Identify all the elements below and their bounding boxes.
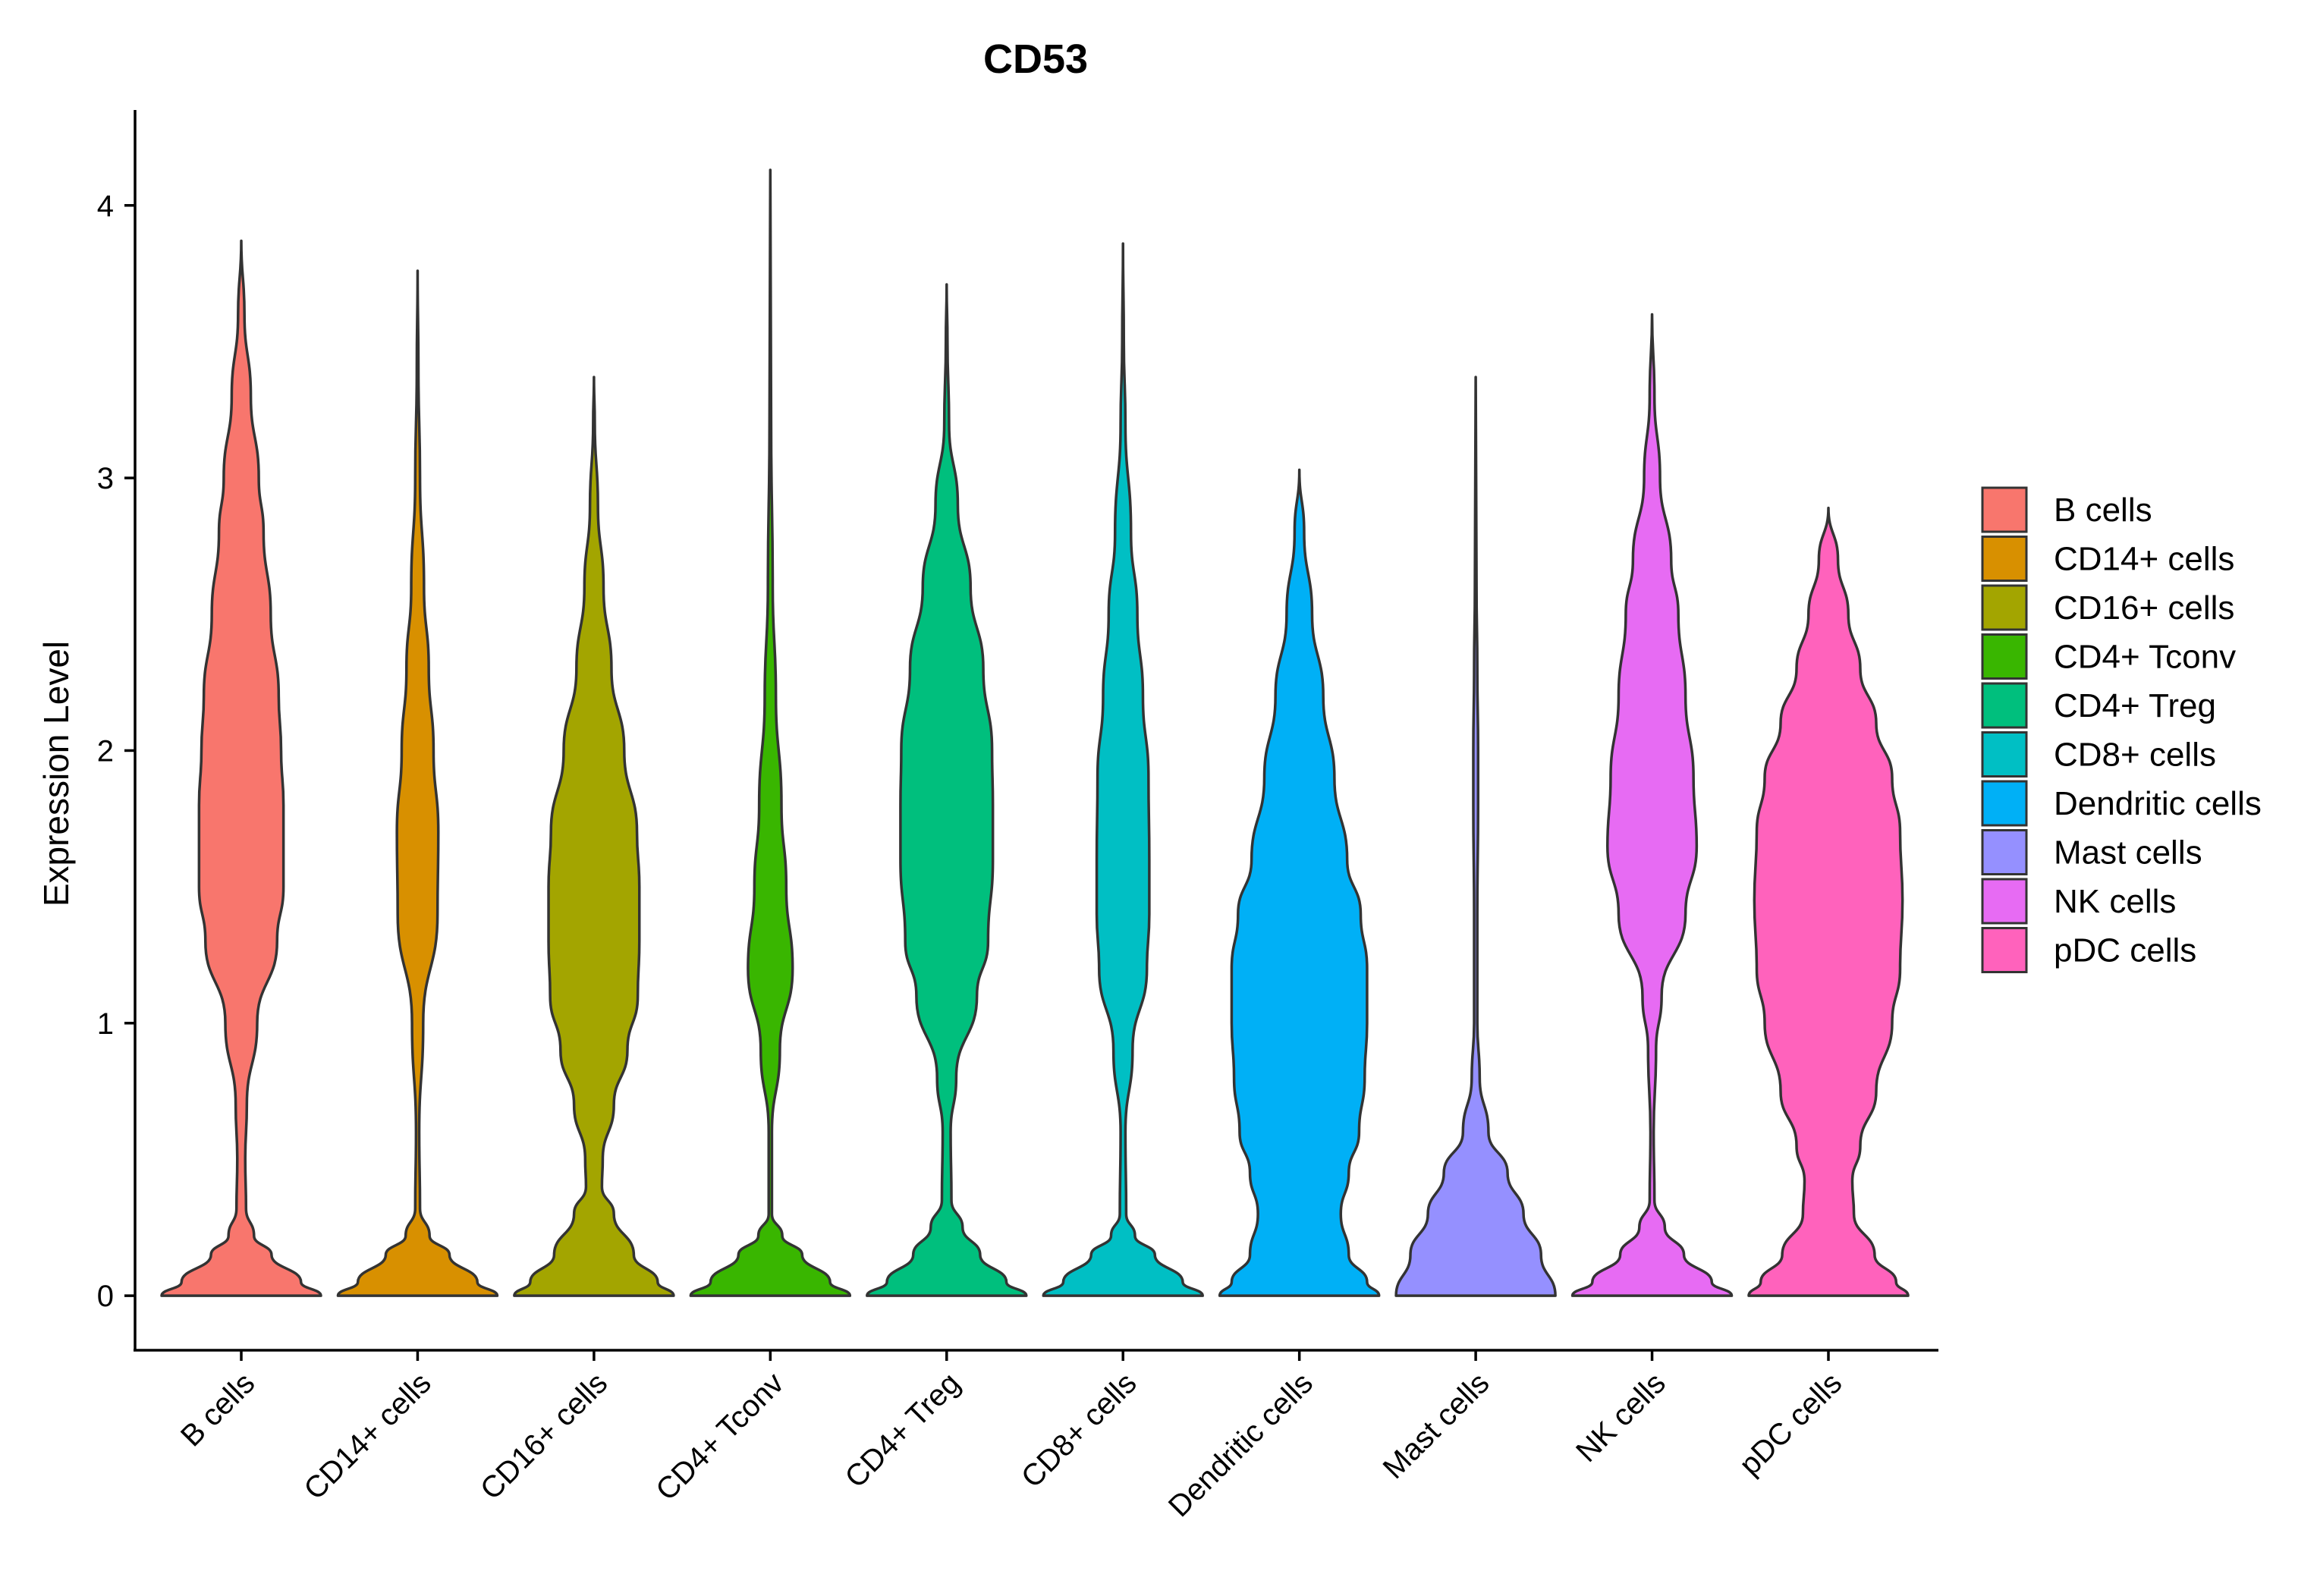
legend-label: NK cells bbox=[2054, 883, 2176, 920]
legend-swatch bbox=[1981, 584, 2028, 631]
legend-label: CD8+ cells bbox=[2054, 737, 2216, 774]
violin-cd14-cells bbox=[336, 269, 499, 1297]
x-tick-label: Mast cells bbox=[1377, 1366, 1496, 1485]
x-tick-label: CD8+ cells bbox=[1015, 1366, 1143, 1494]
violin-mast-cells bbox=[1394, 375, 1557, 1297]
x-tick-label: CD4+ Tconv bbox=[649, 1366, 790, 1506]
legend-swatch bbox=[1981, 927, 2028, 973]
x-tick-label: B cells bbox=[174, 1366, 261, 1453]
legend-swatch bbox=[1981, 829, 2028, 875]
y-tick-label: 2 bbox=[97, 734, 114, 768]
violin-pdc-cells bbox=[1747, 506, 1910, 1297]
violin-cd8-cells bbox=[1042, 242, 1204, 1297]
legend-swatch bbox=[1981, 633, 2028, 680]
legend-label: CD4+ Treg bbox=[2054, 687, 2216, 724]
legend-label: CD14+ cells bbox=[2054, 541, 2234, 578]
violin-b-cells bbox=[160, 239, 322, 1297]
legend-label: CD4+ Tconv bbox=[2054, 639, 2236, 676]
x-tick-label: CD4+ Treg bbox=[838, 1366, 967, 1494]
legend-label: CD16+ cells bbox=[2054, 589, 2234, 627]
x-tick-label: Dendritic cells bbox=[1162, 1366, 1319, 1523]
legend-label: pDC cells bbox=[2054, 932, 2196, 969]
legend-swatch bbox=[1981, 536, 2028, 582]
legend-swatch bbox=[1981, 731, 2028, 778]
y-tick-label: 1 bbox=[97, 1007, 114, 1041]
violin-dendritic-cells bbox=[1218, 468, 1381, 1297]
y-tick-label: 3 bbox=[97, 462, 114, 495]
violin-cd4-tconv bbox=[689, 168, 852, 1297]
legend-swatch bbox=[1981, 780, 2028, 827]
chart-title: CD53 bbox=[983, 36, 1088, 82]
violin-cd16-cells bbox=[513, 375, 675, 1297]
legend: B cells CD14+ cells CD16+ cells CD4+ Tconv C… bbox=[1981, 486, 2262, 973]
legend-label: Mast cells bbox=[2054, 834, 2202, 872]
legend-label: B cells bbox=[2054, 492, 2152, 529]
legend-label: Dendritic cells bbox=[2054, 785, 2262, 822]
x-tick-label: CD16+ cells bbox=[474, 1366, 614, 1506]
legend-swatch bbox=[1981, 682, 2028, 729]
y-axis-label: Expression Level bbox=[36, 641, 76, 906]
y-tick-label: 4 bbox=[97, 190, 114, 223]
violin-nk-cells bbox=[1570, 313, 1734, 1297]
x-ticks: B cells CD14+ cells CD16+ cells CD4+ Tconv C… bbox=[174, 1350, 1848, 1523]
legend-swatch bbox=[1981, 878, 2028, 925]
violin-cd4-treg bbox=[866, 283, 1028, 1297]
y-ticks: 0 1 2 3 4 bbox=[97, 190, 135, 1313]
y-tick-label: 0 bbox=[97, 1280, 114, 1313]
x-tick-label: CD14+ cells bbox=[297, 1366, 437, 1506]
violins-layer bbox=[160, 168, 1910, 1297]
x-tick-label: NK cells bbox=[1570, 1366, 1672, 1469]
x-tick-label: pDC cells bbox=[1733, 1366, 1848, 1481]
legend-swatch bbox=[1981, 486, 2028, 533]
